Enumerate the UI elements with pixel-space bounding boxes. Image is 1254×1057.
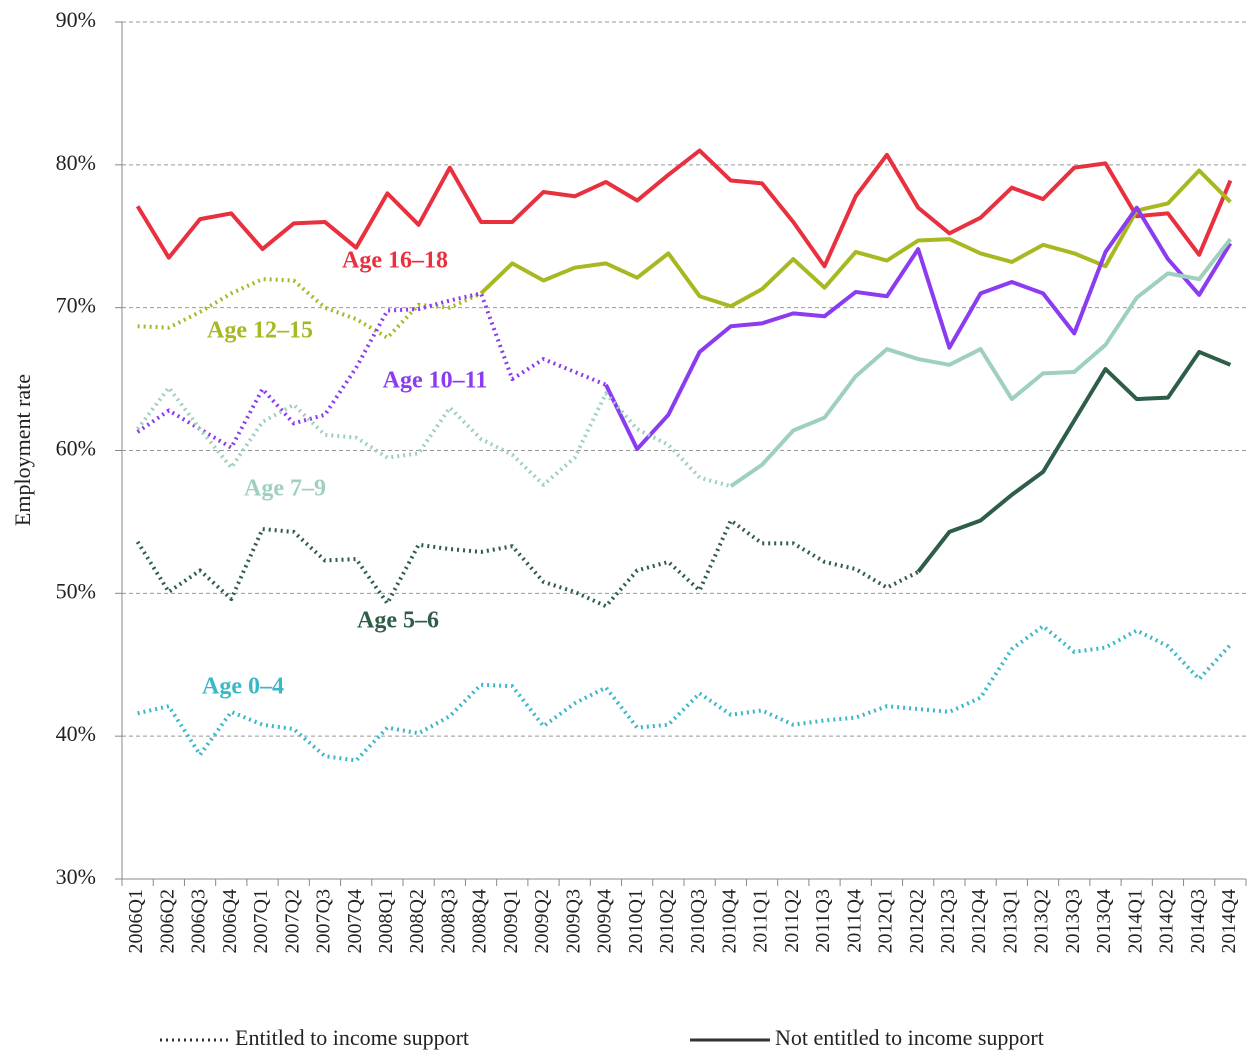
x-tick-label: 2010Q4 bbox=[718, 889, 740, 953]
x-tick-label: 2011Q2 bbox=[781, 889, 803, 953]
x-tick-label: 2006Q1 bbox=[125, 889, 147, 953]
series-label: Age 7–9 bbox=[244, 476, 326, 502]
series-line bbox=[136, 385, 732, 489]
series-label: Age 16–18 bbox=[342, 248, 448, 274]
x-tick-label: 2008Q4 bbox=[469, 889, 491, 953]
series-line bbox=[137, 624, 1232, 763]
y-tick-label: 90% bbox=[56, 7, 96, 32]
y-tick-label: 60% bbox=[56, 436, 96, 461]
x-tick-label: 2009Q3 bbox=[562, 889, 584, 953]
x-tick-label: 2014Q2 bbox=[1156, 889, 1178, 953]
x-tick-label: 2008Q3 bbox=[437, 889, 459, 953]
x-tick-label: 2009Q4 bbox=[594, 889, 616, 953]
x-tick-label: 2009Q1 bbox=[500, 889, 522, 953]
x-tick-label: 2011Q4 bbox=[843, 889, 865, 953]
x-tick-label: 2012Q1 bbox=[875, 889, 897, 953]
series-line bbox=[729, 237, 1232, 488]
x-tick-label: 2014Q4 bbox=[1218, 889, 1240, 953]
legend-label: Not entitled to income support bbox=[775, 1025, 1044, 1050]
series-line bbox=[136, 291, 607, 450]
x-tick-label: 2011Q1 bbox=[750, 889, 772, 953]
x-tick-label: 2013Q4 bbox=[1093, 889, 1115, 953]
series-line bbox=[135, 518, 920, 609]
series-line bbox=[604, 205, 1233, 452]
y-tick-label: 70% bbox=[56, 293, 96, 318]
x-tick-label: 2007Q4 bbox=[344, 889, 366, 953]
x-tick-label: 2012Q3 bbox=[937, 889, 959, 953]
x-tick-label: 2014Q1 bbox=[1124, 889, 1146, 953]
x-tick-label: 2013Q1 bbox=[999, 889, 1021, 953]
series-label: Age 5–6 bbox=[357, 608, 439, 634]
series-line bbox=[916, 349, 1232, 574]
series-label: Age 12–15 bbox=[207, 318, 313, 344]
series-line bbox=[479, 168, 1232, 309]
x-tick-label: 2013Q2 bbox=[1031, 889, 1053, 953]
x-tick-label: 2011Q3 bbox=[812, 889, 834, 953]
series-line bbox=[137, 277, 482, 340]
y-tick-label: 50% bbox=[56, 578, 96, 603]
y-tick-label: 80% bbox=[56, 150, 96, 175]
x-tick-label: 2014Q3 bbox=[1187, 889, 1209, 953]
y-tick-label: 30% bbox=[56, 864, 96, 889]
x-tick-label: 2007Q1 bbox=[250, 889, 272, 953]
x-tick-label: 2006Q4 bbox=[219, 889, 241, 953]
x-tick-label: 2007Q3 bbox=[313, 889, 335, 953]
x-tick-label: 2012Q4 bbox=[968, 889, 990, 953]
x-tick-label: 2007Q2 bbox=[281, 889, 303, 953]
x-tick-label: 2008Q1 bbox=[375, 889, 397, 953]
series-label: Age 0–4 bbox=[202, 674, 284, 700]
series-label: Age 10–11 bbox=[383, 368, 488, 394]
x-tick-label: 2010Q2 bbox=[656, 889, 678, 953]
x-tick-label: 2008Q2 bbox=[406, 889, 428, 953]
x-tick-label: 2006Q3 bbox=[188, 889, 210, 953]
x-tick-label: 2010Q1 bbox=[625, 889, 647, 953]
y-tick-label: 40% bbox=[56, 721, 96, 746]
series-line bbox=[135, 148, 1233, 269]
x-tick-label: 2012Q2 bbox=[906, 889, 928, 953]
x-tick-label: 2009Q2 bbox=[531, 889, 553, 953]
x-tick-label: 2010Q3 bbox=[687, 889, 709, 953]
x-tick-label: 2006Q2 bbox=[156, 889, 178, 953]
legend-label: Entitled to income support bbox=[235, 1025, 469, 1050]
x-tick-label: 2013Q3 bbox=[1062, 889, 1084, 953]
y-axis-label: Employment rate bbox=[10, 374, 35, 526]
